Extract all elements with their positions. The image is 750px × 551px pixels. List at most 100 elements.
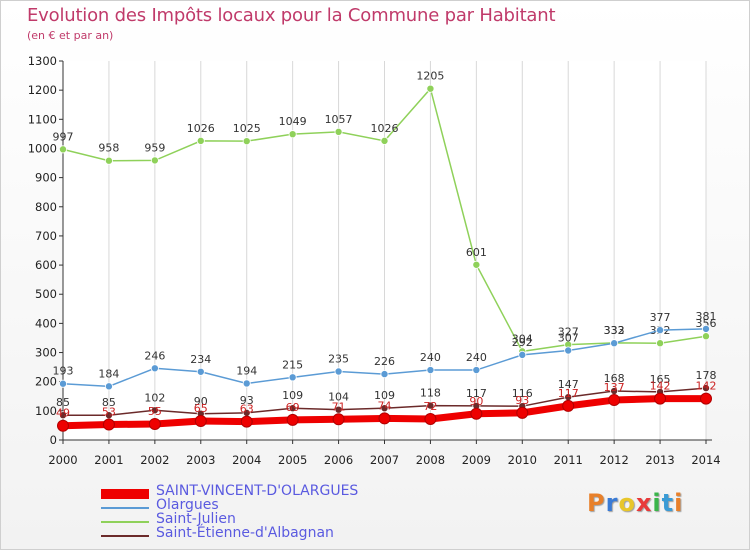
- point-saint-vincent-d-olargues-2004: [240, 415, 253, 428]
- x-tick-label-2000: 2000: [48, 453, 77, 467]
- point-saint-julien-2004: [242, 137, 251, 146]
- point-olargues-2003: [196, 367, 205, 376]
- data-label-olargues-2006: 235: [328, 352, 349, 365]
- data-label-saint-vincent-d-olargues-2001: 53: [102, 406, 116, 419]
- data-label-saint-vincent-d-olargues-2014: 142: [696, 380, 717, 393]
- data-label-saint-vincent-d-olargues-2012: 137: [604, 381, 625, 394]
- data-label-saint-julien-2002: 959: [144, 141, 165, 154]
- data-label-olargues-2002: 246: [144, 349, 165, 362]
- point-olargues-2009: [472, 366, 481, 375]
- y-tick-label-1300: 1300: [28, 54, 57, 68]
- x-tick-label-2008: 2008: [416, 453, 445, 467]
- y-tick-label-300: 300: [35, 346, 57, 360]
- point-olargues-2006: [334, 367, 343, 376]
- data-label-olargues-2011: 307: [558, 331, 579, 344]
- data-label-saint-vincent-d-olargues-2011: 117: [558, 387, 579, 400]
- point-olargues-2013: [656, 326, 665, 335]
- x-tick-label-2007: 2007: [370, 453, 399, 467]
- y-tick-label-600: 600: [35, 258, 57, 272]
- point-saint-julien-2006: [334, 127, 343, 136]
- data-label-saint-vincent-d-olargues-2007: 74: [378, 399, 392, 412]
- point-saint-vincent-d-olargues-2013: [654, 392, 667, 405]
- data-label-saint-vincent-d-olargues-2008: 72: [423, 400, 437, 413]
- x-tick-label-2011: 2011: [554, 453, 583, 467]
- point-saint-julien-2008: [426, 84, 435, 93]
- data-label-olargues-2014: 381: [696, 310, 717, 323]
- x-tick-label-2010: 2010: [508, 453, 537, 467]
- y-tick-label-1200: 1200: [28, 83, 57, 97]
- point-saint-vincent-d-olargues-2006: [332, 413, 345, 426]
- data-label-saint-vincent-d-olargues-2009: 90: [469, 395, 483, 408]
- data-label-olargues-2007: 226: [374, 355, 395, 368]
- legend-label-saint-tienne-d-albagnan: Saint-Étienne-d'Albagnan: [156, 525, 334, 541]
- proxiti-logo: Proxiti: [587, 489, 684, 517]
- y-tick-label-1100: 1100: [28, 112, 57, 126]
- point-saint-julien-2005: [288, 130, 297, 139]
- y-tick-label-800: 800: [35, 200, 57, 214]
- data-label-saint-vincent-d-olargues-2003: 65: [194, 402, 208, 415]
- legend-item-saint-tienne-d-albagnan: Saint-Étienne-d'Albagnan: [101, 525, 401, 542]
- x-tick-label-2002: 2002: [140, 453, 169, 467]
- y-tick-label-100: 100: [35, 404, 57, 418]
- legend-item-saint-julien: Saint-Julien: [101, 511, 401, 528]
- legend-label-olargues: Olargues: [156, 497, 219, 513]
- y-tick-label-900: 900: [35, 171, 57, 185]
- point-saint-tienne-d-albagnan-2008: [426, 401, 435, 410]
- legend-swatch-saint-julien: [101, 521, 149, 523]
- point-saint-julien-2003: [196, 136, 205, 145]
- x-tick-label-2003: 2003: [186, 453, 215, 467]
- data-label-olargues-2005: 215: [282, 358, 303, 371]
- point-olargues-2014: [702, 324, 711, 333]
- data-label-olargues-2001: 184: [98, 367, 119, 380]
- y-tick-label-1000: 1000: [28, 141, 57, 155]
- point-saint-julien-2014: [702, 332, 711, 341]
- point-saint-vincent-d-olargues-2001: [102, 418, 115, 431]
- data-label-saint-julien-2008: 1205: [416, 70, 444, 83]
- point-saint-vincent-d-olargues-2008: [424, 413, 437, 426]
- point-saint-tienne-d-albagnan-2007: [380, 404, 389, 413]
- point-saint-vincent-d-olargues-2007: [378, 412, 391, 425]
- point-saint-tienne-d-albagnan-2005: [288, 404, 297, 413]
- point-saint-vincent-d-olargues-2003: [194, 415, 207, 428]
- x-tick-label-2012: 2012: [600, 453, 629, 467]
- point-olargues-2007: [380, 370, 389, 379]
- x-tick-label-2009: 2009: [462, 453, 491, 467]
- x-tick-label-2014: 2014: [691, 453, 720, 467]
- point-olargues-2011: [564, 346, 573, 355]
- legend-label-saint-vincent-d-olargues: SAINT-VINCENT-D'OLARGUES: [156, 483, 359, 499]
- y-tick-label-700: 700: [35, 229, 57, 243]
- data-label-saint-tienne-d-albagnan-2008: 118: [420, 387, 441, 400]
- point-saint-julien-2009: [472, 260, 481, 269]
- point-olargues-2000: [59, 379, 68, 388]
- data-label-saint-tienne-d-albagnan-2012: 168: [604, 372, 625, 385]
- point-saint-vincent-d-olargues-2000: [57, 419, 69, 432]
- point-olargues-2002: [150, 364, 159, 373]
- data-label-saint-julien-2009: 601: [466, 246, 487, 259]
- point-saint-tienne-d-albagnan-2006: [334, 405, 343, 414]
- data-label-saint-tienne-d-albagnan-2010: 116: [512, 387, 533, 400]
- data-label-olargues-2003: 234: [190, 353, 211, 366]
- data-label-saint-julien-2004: 1025: [233, 122, 261, 135]
- data-label-olargues-2009: 240: [466, 351, 487, 364]
- data-label-olargues-2012: 332: [604, 324, 625, 337]
- data-label-saint-julien-2014: 356: [696, 317, 717, 330]
- legend-swatch-saint-tienne-d-albagnan: [101, 535, 149, 537]
- x-tick-label-2013: 2013: [645, 453, 674, 467]
- point-saint-vincent-d-olargues-2010: [516, 406, 529, 419]
- y-tick-label-0: 0: [50, 433, 57, 447]
- point-saint-julien-2007: [380, 136, 389, 145]
- data-label-saint-julien-2000: 997: [53, 130, 74, 143]
- data-label-saint-vincent-d-olargues-2004: 63: [240, 403, 254, 416]
- data-label-saint-tienne-d-albagnan-2013: 165: [650, 373, 671, 386]
- point-saint-julien-2013: [656, 339, 665, 348]
- data-label-saint-julien-2012: 333: [604, 324, 625, 337]
- chart-title: Evolution des Impôts locaux pour la Comm…: [27, 5, 556, 26]
- data-label-saint-julien-2011: 327: [558, 326, 579, 339]
- point-saint-tienne-d-albagnan-2014: [702, 384, 711, 393]
- data-label-saint-julien-2007: 1026: [371, 122, 399, 135]
- data-label-saint-vincent-d-olargues-2013: 142: [650, 380, 671, 393]
- data-label-saint-julien-2005: 1049: [279, 115, 307, 128]
- data-label-saint-vincent-d-olargues-2002: 55: [148, 405, 162, 418]
- point-olargues-2001: [104, 382, 113, 391]
